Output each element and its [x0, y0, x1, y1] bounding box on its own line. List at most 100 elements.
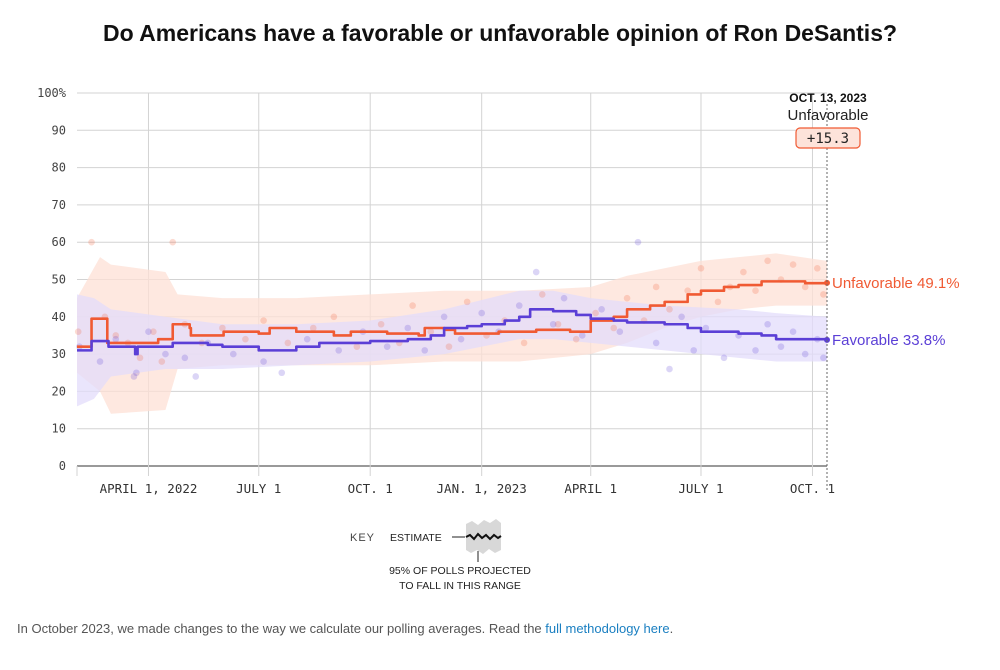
callout-date: OCT. 13, 2023	[789, 91, 867, 105]
x-tick-label: APRIL 1, 2022	[100, 481, 198, 496]
poll-dot-favorable	[578, 332, 586, 339]
poll-dot-unfavorable	[150, 328, 157, 336]
poll-dot-favorable	[181, 354, 189, 362]
poll-dot-favorable	[666, 365, 673, 373]
callout-margin-box	[795, 127, 861, 149]
poll-dot-unfavorable	[463, 298, 471, 306]
poll-dot-unfavorable	[789, 261, 797, 268]
x-tick-label: JULY 1	[678, 481, 723, 496]
poll-dot-favorable	[145, 328, 152, 336]
key-estimate-label: ESTIMATE	[390, 532, 442, 544]
y-tick-label: 20	[52, 384, 66, 398]
y-tick-label: 60	[52, 235, 66, 249]
poll-dot-favorable	[230, 350, 237, 358]
poll-dot-favorable	[560, 294, 568, 302]
end-labels: Unfavorable 49.1% Favorable 33.8%	[832, 275, 960, 349]
callout-margin: +15.3	[807, 131, 849, 147]
key-range-line1: 95% OF POLLS PROJECTED	[389, 565, 531, 577]
poll-dot-unfavorable	[427, 328, 435, 336]
x-tick-label: OCT. 1	[790, 481, 835, 496]
poll-dot-unfavorable	[610, 324, 618, 332]
y-tick-label: 40	[52, 310, 66, 324]
axes: 100% 90 80 70 60 50 40 30 20 10 0 APRIL 1, 2022 JULY…	[37, 86, 835, 496]
poll-dot-favorable	[440, 313, 448, 321]
poll-dot-favorable	[112, 335, 120, 343]
callout: OCT. 13, 2023 Unfavorable +15.3	[788, 91, 869, 490]
poll-dot-unfavorable	[309, 324, 317, 332]
x-tick-label: JULY 1	[236, 481, 281, 496]
poll-dot-unfavorable	[572, 335, 580, 343]
poll-dot-unfavorable	[219, 324, 226, 332]
footnote-text: In October 2023, we made changes to the …	[17, 621, 546, 636]
poll-dot-unfavorable	[169, 238, 177, 246]
poll-dot-favorable	[162, 350, 169, 358]
poll-dot-unfavorable	[814, 265, 821, 272]
poll-dot-unfavorable	[801, 283, 809, 291]
poll-dot-unfavorable	[697, 265, 705, 272]
poll-dot-unfavorable	[74, 328, 82, 336]
poll-dot-favorable	[652, 339, 660, 347]
poll-dot-favorable	[192, 373, 200, 380]
key-range-line2: TO FALL IN THIS RANGE	[399, 580, 521, 592]
poll-dot-unfavorable	[684, 287, 691, 294]
endpoint-favorable	[824, 336, 830, 343]
poll-dot-favorable	[764, 320, 771, 328]
poll-dot-favorable	[404, 324, 412, 332]
y-tick-label: 100%	[37, 86, 67, 100]
poll-dot-unfavorable	[409, 302, 416, 309]
poll-dot-unfavorable	[554, 320, 562, 328]
poll-dot-favorable	[820, 354, 827, 362]
poll-dot-unfavorable	[520, 339, 528, 347]
poll-dot-unfavorable	[353, 343, 361, 350]
x-tick-label: OCT. 1	[348, 481, 393, 496]
poll-dot-favorable	[335, 347, 343, 354]
poll-dot-unfavorable	[740, 268, 747, 276]
poll-dot-unfavorable	[714, 298, 722, 306]
y-tick-label: 90	[52, 123, 66, 137]
methodology-link[interactable]: full methodology here	[545, 621, 670, 636]
poll-dot-favorable	[532, 268, 540, 276]
poll-dot-unfavorable	[445, 343, 453, 350]
poll-dot-favorable	[616, 328, 624, 336]
footnote: In October 2023, we made changes to the …	[17, 621, 673, 636]
band-favorable	[77, 290, 827, 407]
poll-dot-favorable	[96, 358, 104, 365]
poll-dots	[74, 238, 827, 380]
confidence-bands	[77, 253, 827, 414]
endpoint-unfavorable	[824, 279, 830, 286]
poll-dot-unfavorable	[260, 317, 267, 324]
poll-dot-favorable	[752, 347, 759, 354]
poll-dot-unfavorable	[88, 238, 95, 246]
poll-dot-favorable	[690, 347, 698, 354]
x-tick-label: JAN. 1, 2023	[437, 481, 527, 496]
poll-dot-unfavorable	[623, 294, 631, 302]
poll-dot-favorable	[130, 373, 138, 380]
y-tick-label: 0	[59, 459, 66, 473]
callout-label: Unfavorable	[788, 107, 869, 124]
poll-dot-favorable	[457, 335, 465, 343]
poll-dot-unfavorable	[330, 313, 338, 321]
end-label-unfavorable: Unfavorable 49.1%	[832, 275, 960, 292]
poll-dot-favorable	[702, 324, 710, 332]
poll-dot-unfavorable	[158, 358, 166, 365]
poll-dot-favorable	[133, 369, 140, 377]
end-label-favorable: Favorable 33.8%	[832, 332, 945, 349]
poll-dot-unfavorable	[752, 287, 759, 294]
poll-dot-favorable	[801, 350, 809, 358]
poll-dot-favorable	[777, 343, 785, 350]
poll-dot-favorable	[549, 320, 557, 328]
poll-dot-unfavorable	[764, 257, 771, 265]
chart-title: Do Americans have a favorable or unfavor…	[102, 20, 898, 46]
y-tick-label: 80	[52, 161, 66, 175]
average-lines	[77, 279, 830, 356]
poll-dot-unfavorable	[112, 332, 120, 339]
y-tick-label: 70	[52, 198, 66, 212]
poll-dot-favorable	[789, 328, 797, 336]
poll-dot-favorable	[515, 302, 523, 309]
poll-dot-unfavorable	[652, 283, 660, 291]
poll-dot-unfavorable	[666, 306, 673, 313]
poll-dot-unfavorable	[538, 291, 546, 298]
poll-dot-favorable	[678, 313, 685, 321]
poll-dot-unfavorable	[242, 335, 249, 343]
poll-dot-favorable	[421, 347, 429, 354]
